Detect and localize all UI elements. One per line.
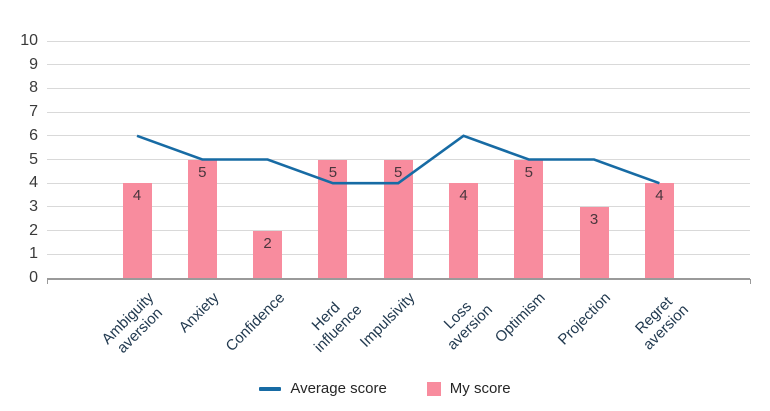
- gridline-y-10: [47, 40, 750, 42]
- x-axis-category-label-text: Regret aversion: [631, 293, 692, 354]
- y-axis-tick-label-4: 4: [29, 174, 38, 192]
- bar-data-label-8: 3: [589, 210, 599, 228]
- x-axis-end-tick-left: [47, 279, 48, 284]
- x-axis-category-label-text: Impulsivity: [356, 289, 419, 351]
- y-axis-tick-label-7: 7: [29, 103, 38, 121]
- x-axis-line: [47, 277, 750, 280]
- y-axis-tick-label-8: 8: [29, 79, 38, 97]
- x-axis-category-label-text: Anxiety: [175, 289, 223, 337]
- y-axis-tick-label-2: 2: [29, 221, 38, 239]
- legend: Average score My score: [0, 380, 770, 397]
- bar-data-label-3: 2: [263, 234, 272, 252]
- bar-9: [644, 183, 674, 278]
- x-axis-category-label-text: Confidence: [222, 289, 288, 355]
- legend-item-my-score: My score: [426, 380, 511, 397]
- x-axis-category-label-text: Ambiguity aversion: [98, 289, 166, 357]
- bar-data-label-5: 5: [394, 163, 403, 181]
- x-axis-end-tick-right: [750, 279, 751, 284]
- y-axis-tick-label-10: 10: [20, 32, 38, 49]
- y-axis-tick-label-3: 3: [29, 197, 38, 215]
- y-axis-tick-label-6: 6: [29, 126, 38, 144]
- x-axis-category-label-text: Herd influence: [308, 299, 366, 356]
- bar-data-label-7: 5: [524, 163, 533, 181]
- bar-data-label-9: 4: [655, 187, 664, 205]
- bar-1: [122, 183, 152, 278]
- bar-data-label-6: 4: [459, 187, 468, 205]
- bar-data-label-2: 5: [198, 163, 207, 181]
- y-axis-tick-label-0: 0: [29, 269, 38, 286]
- legend-item-average-score: Average score: [259, 380, 387, 397]
- x-axis-category-label-text: Optimism: [492, 289, 550, 347]
- y-axis-tick-label-5: 5: [29, 150, 38, 168]
- bar-6: [449, 183, 478, 278]
- my-score-square-swatch: [426, 381, 441, 396]
- bar-8: [579, 206, 609, 278]
- legend-label-my-score: My score: [449, 380, 511, 397]
- bar-3: [253, 230, 283, 278]
- average-score-line-swatch: [259, 386, 282, 391]
- y-axis-tick-label-1: 1: [29, 245, 38, 263]
- y-axis-tick-label-9: 9: [29, 55, 38, 73]
- x-axis-category-label-text: Loss aversion: [440, 298, 496, 354]
- bar-data-label-1: 4: [132, 187, 142, 205]
- bar-data-label-4: 5: [328, 163, 338, 181]
- gridline-y-8: [47, 87, 750, 89]
- gridline-y-9: [47, 64, 750, 66]
- legend-label-average-score: Average score: [290, 380, 387, 397]
- gridline-y-6: [47, 135, 750, 137]
- x-axis-category-label-text: Projection: [555, 289, 615, 349]
- gridline-y-7: [47, 111, 750, 113]
